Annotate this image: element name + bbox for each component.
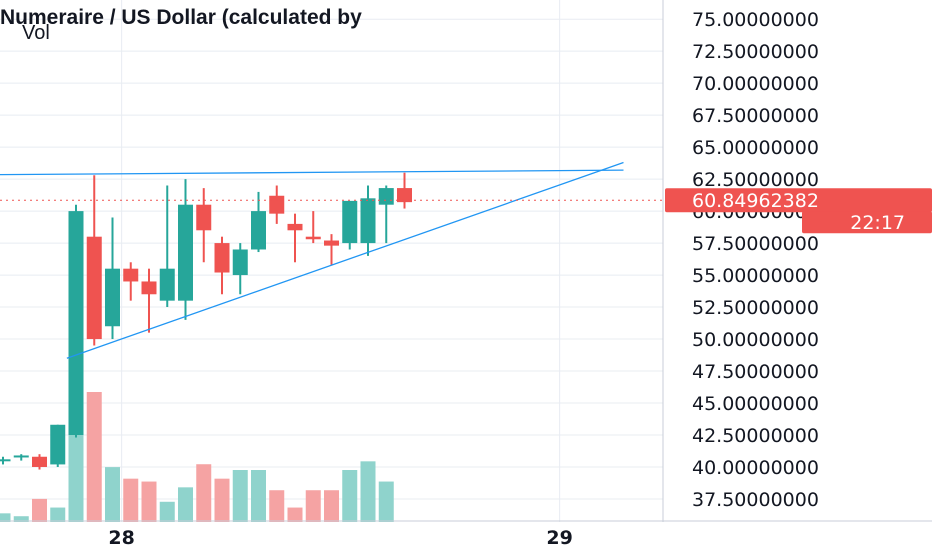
- candle-body: [141, 281, 157, 295]
- volume-bar: [13, 516, 29, 522]
- candle-body: [0, 459, 11, 462]
- price-tick-label: 72.50000000: [692, 41, 819, 63]
- candle-body: [196, 204, 212, 231]
- volume-bar: [50, 507, 66, 522]
- volume-bar: [214, 478, 230, 522]
- volume-bar: [324, 490, 339, 522]
- volume-bar: [159, 501, 175, 522]
- price-tick-label: 47.50000000: [692, 361, 819, 383]
- volume-bar: [342, 470, 358, 522]
- volume-bar: [232, 470, 248, 522]
- price-tick-label: 42.50000000: [692, 425, 819, 447]
- price-tick-label: 65.00000000: [692, 137, 819, 159]
- price-axis[interactable]: 75.00000000 72.50000000 70.00000000 67.5000…: [692, 9, 819, 511]
- volume-bar: [105, 467, 120, 522]
- trendline: [0, 169, 624, 176]
- price-tick-label: 50.00000000: [692, 329, 819, 351]
- candle-body: [123, 268, 139, 282]
- price-tick-label: 75.00000000: [692, 9, 819, 31]
- candle-body: [159, 268, 175, 301]
- volume-bar: [269, 490, 285, 522]
- price-tick-label: 55.00000000: [692, 265, 819, 287]
- candles: [0, 172, 412, 470]
- candle-body: [13, 455, 29, 458]
- candle-body: [178, 204, 193, 301]
- volume-bar: [86, 392, 102, 522]
- price-tick-label: 57.50000000: [692, 233, 819, 255]
- volume-bar: [251, 470, 266, 522]
- price-tick-label: 67.50000000: [692, 105, 819, 127]
- volume-bar: [378, 481, 394, 522]
- grid-lines: [0, 0, 663, 522]
- volume-bar: [178, 487, 193, 522]
- price-tick-label: 37.50000000: [692, 489, 819, 511]
- candle-body: [324, 240, 339, 246]
- candle-body: [360, 198, 376, 244]
- candle-body: [232, 249, 248, 276]
- countdown-badge-bg: [802, 211, 932, 234]
- volume-bar: [32, 498, 47, 522]
- last-price-badge-bg: [665, 188, 932, 213]
- volume-bar: [0, 513, 11, 522]
- countdown-label: 22:17: [850, 212, 905, 234]
- trendline: [66, 161, 624, 359]
- chart-title: Numeraire / US Dollar (calculated by: [0, 6, 362, 29]
- candle-body: [269, 195, 285, 214]
- time-axis[interactable]: 28 29: [108, 527, 572, 549]
- candle-body: [378, 188, 394, 205]
- volume-bar: [141, 481, 157, 522]
- price-tick-label: 40.00000000: [692, 457, 819, 479]
- volume-bar: [68, 420, 84, 522]
- candle-body: [50, 424, 66, 465]
- candle-body: [105, 268, 120, 327]
- volume-bar: [123, 478, 139, 522]
- candle-body: [287, 223, 303, 231]
- price-tick-label: 70.00000000: [692, 73, 819, 95]
- candle-body: [305, 236, 321, 240]
- candle-body: [86, 236, 102, 340]
- last-price-badge: 60.84962382 22:17: [665, 188, 932, 234]
- candle-body: [68, 211, 84, 435]
- volume-bars: [0, 392, 394, 522]
- candle-body: [214, 243, 230, 273]
- volume-label: Vol: [22, 22, 50, 44]
- price-tick-label: 52.50000000: [692, 297, 819, 319]
- candle-body: [32, 456, 47, 467]
- volume-bar: [360, 461, 376, 522]
- price-tick-label: 62.50000000: [692, 169, 819, 191]
- price-tick-label: 45.00000000: [692, 393, 819, 415]
- last-price-label: 60.84962382: [692, 190, 819, 212]
- volume-bar: [287, 507, 303, 522]
- time-tick-label: 28: [108, 527, 134, 549]
- trendlines: [0, 161, 624, 359]
- volume-bar: [196, 464, 212, 522]
- volume-bar: [305, 490, 321, 522]
- candle-body: [397, 188, 412, 203]
- time-tick-label: 29: [546, 527, 572, 549]
- candle-body: [342, 200, 358, 244]
- candle-body: [251, 211, 266, 250]
